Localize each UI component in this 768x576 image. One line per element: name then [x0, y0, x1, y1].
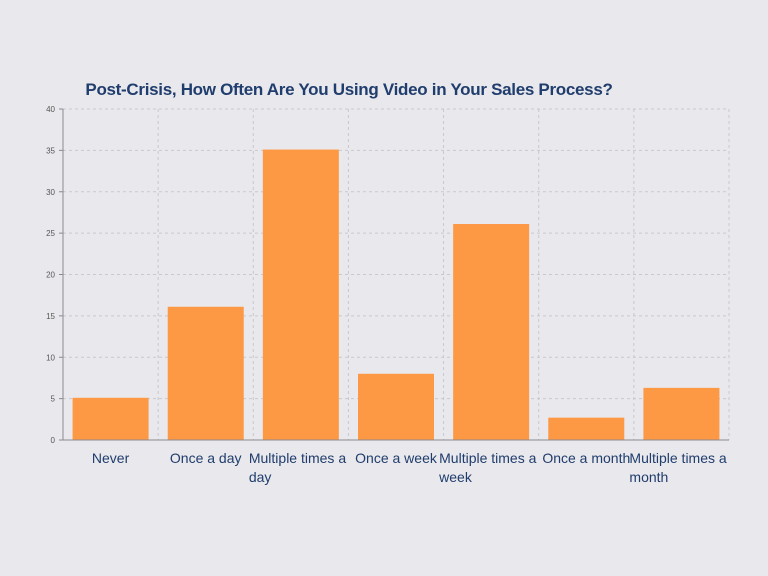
- x-tick-label: Once a day: [170, 450, 242, 466]
- axes: [59, 108, 729, 441]
- bar-once-a-month: [548, 417, 625, 440]
- x-tick-label: Multiple times a week: [438, 450, 536, 485]
- chart-title: Post-Crisis, How Often Are You Using Vid…: [85, 80, 612, 99]
- x-tick-label: Multiple times a day: [249, 450, 346, 485]
- y-tick-label: 15: [46, 312, 55, 321]
- bar-once-a-day: [167, 306, 244, 440]
- y-tick-label: 40: [46, 105, 55, 114]
- tick-labels: 0 5 10 15 20 25 30 35 40 Never Once a day Multiple …: [46, 105, 727, 485]
- y-tick-label: 5: [51, 395, 56, 404]
- y-tick-label: 10: [46, 353, 55, 362]
- y-tick-label: 0: [51, 436, 56, 445]
- bar-multiple-times-a-week: [453, 224, 530, 440]
- x-tick-label: Once a week: [355, 450, 438, 466]
- bar-multiple-times-a-day: [262, 149, 339, 441]
- x-tick-label: Once a month: [542, 450, 630, 466]
- x-tick-label: Multiple times a month: [629, 450, 726, 485]
- y-tick-label: 35: [46, 146, 55, 155]
- bars: [72, 149, 720, 441]
- bar-once-a-week: [358, 373, 434, 440]
- bar-multiple-times-a-month: [643, 387, 720, 440]
- y-tick-label: 20: [46, 271, 55, 280]
- y-tick-label: 30: [46, 188, 55, 197]
- bar-never: [72, 397, 149, 440]
- x-tick-label: Never: [92, 450, 130, 466]
- y-tick-label: 25: [46, 229, 55, 238]
